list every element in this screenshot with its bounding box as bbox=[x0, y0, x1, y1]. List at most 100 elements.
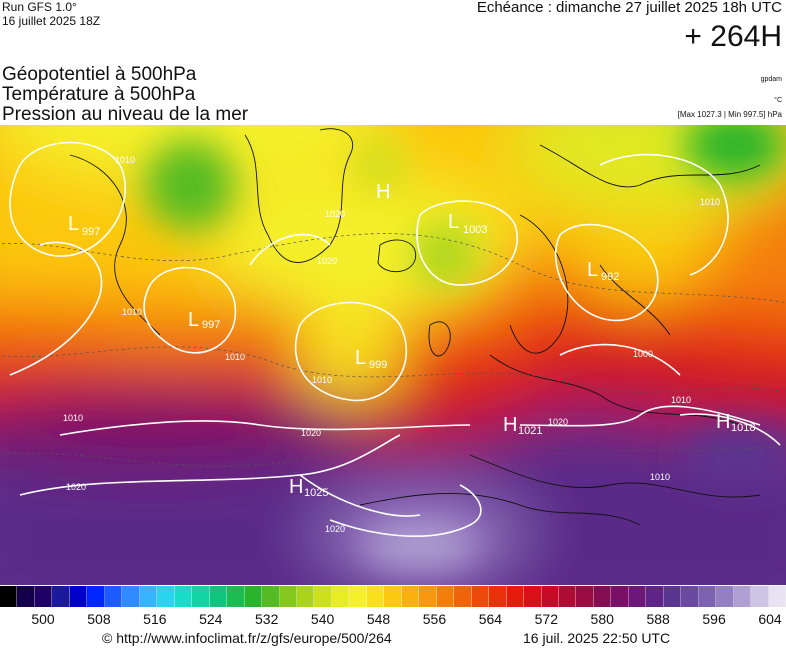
color-swatch bbox=[401, 586, 420, 607]
isobar-label: 1020 bbox=[317, 256, 337, 266]
color-swatch bbox=[698, 586, 717, 607]
color-scale-bar bbox=[0, 586, 786, 607]
pressure-center-low: L 999 bbox=[355, 347, 387, 371]
isobar-label: 1010 bbox=[671, 395, 691, 405]
param-temperature: Température à 500hPa bbox=[2, 84, 196, 105]
run-label: Run GFS 1.0° bbox=[2, 0, 77, 14]
unit-gpdam: gpdam bbox=[760, 76, 782, 83]
color-swatch bbox=[104, 586, 123, 607]
center-letter: L bbox=[355, 347, 366, 369]
isobar-label: 1020 bbox=[548, 417, 568, 427]
center-value: 997 bbox=[202, 319, 220, 331]
color-swatch bbox=[506, 586, 525, 607]
color-swatch bbox=[244, 586, 263, 607]
color-swatch bbox=[611, 586, 629, 607]
isobar-label: 1020 bbox=[325, 524, 345, 534]
center-letter: L bbox=[448, 211, 459, 233]
geopotential-field bbox=[0, 125, 786, 585]
temperature-isotherms bbox=[0, 233, 786, 467]
pressure-center-low: L 997 bbox=[68, 213, 100, 238]
isobar-label: 1010 bbox=[700, 197, 720, 207]
valid-time: Echéance : dimanche 27 juillet 2025 18h … bbox=[476, 0, 782, 16]
isobar-label: 1000 bbox=[633, 349, 653, 359]
run-date: 16 juillet 2025 18Z bbox=[2, 14, 101, 28]
color-swatch bbox=[331, 586, 350, 607]
center-letter: L bbox=[587, 259, 598, 281]
center-letter: H bbox=[376, 181, 390, 203]
generated-timestamp: 16 juil. 2025 22:50 UTC bbox=[523, 630, 671, 646]
color-swatch bbox=[174, 586, 193, 607]
color-swatch bbox=[296, 586, 315, 607]
scale-tick-label: 572 bbox=[534, 611, 558, 627]
center-value: 1018 bbox=[731, 422, 755, 434]
color-swatch bbox=[209, 586, 228, 607]
center-value: 999 bbox=[369, 359, 387, 371]
color-swatch bbox=[628, 586, 647, 607]
pressure-center-high: H 1021 bbox=[503, 414, 542, 437]
color-swatch bbox=[349, 586, 367, 607]
isobar-label: 1010 bbox=[225, 352, 245, 362]
center-letter: H bbox=[289, 476, 303, 498]
color-swatch bbox=[139, 586, 158, 607]
isobar-label: 1020 bbox=[325, 209, 345, 219]
pressure-center-low: L 992 bbox=[587, 259, 619, 283]
isobar-label: 1010 bbox=[115, 155, 135, 165]
scale-tick-label: 580 bbox=[590, 611, 614, 627]
color-swatch bbox=[262, 586, 280, 607]
unit-celsius: °C bbox=[774, 97, 782, 104]
isobar-label: 1020 bbox=[66, 482, 86, 492]
color-swatch bbox=[751, 586, 769, 607]
scale-tick-label: 532 bbox=[255, 611, 279, 627]
color-swatch bbox=[52, 586, 70, 607]
color-swatch bbox=[279, 586, 297, 607]
color-swatch bbox=[471, 586, 490, 607]
lead-time: + 264H bbox=[684, 20, 782, 53]
source-url: © http://www.infoclimat.fr/z/gfs/europe/… bbox=[102, 630, 392, 646]
isobar-label: 1010 bbox=[122, 307, 142, 317]
pressure-center-high: H bbox=[376, 181, 390, 203]
color-swatch bbox=[524, 586, 542, 607]
center-letter: L bbox=[68, 213, 79, 235]
color-swatch bbox=[541, 586, 559, 607]
weather-map: 1010 1010 1020 1020 1010 1020 1000 1010 … bbox=[0, 125, 786, 585]
color-swatch bbox=[366, 586, 385, 607]
scale-tick-label: 524 bbox=[199, 611, 223, 627]
color-swatch bbox=[716, 586, 734, 607]
scale-tick-label: 564 bbox=[478, 611, 503, 627]
center-value: 1003 bbox=[463, 224, 487, 236]
color-swatch bbox=[436, 586, 455, 607]
pressure-center-high: H 1025 bbox=[289, 476, 328, 499]
isobar-label-group: 1010 1010 1020 1020 1010 1020 1000 1010 … bbox=[63, 155, 720, 534]
color-swatch bbox=[69, 586, 88, 607]
color-swatch bbox=[34, 586, 53, 607]
pressure-center-low: L 997 bbox=[188, 309, 220, 331]
color-swatch bbox=[157, 586, 175, 607]
scale-tick-label: 596 bbox=[702, 611, 726, 627]
scale-tick-label: 516 bbox=[143, 611, 167, 627]
color-swatch bbox=[489, 586, 507, 607]
color-swatch bbox=[733, 586, 752, 607]
color-swatch bbox=[593, 586, 612, 607]
scale-tick-label: 508 bbox=[87, 611, 111, 627]
color-swatch bbox=[0, 586, 18, 607]
color-swatch bbox=[681, 586, 699, 607]
scale-tick-label: 588 bbox=[646, 611, 670, 627]
center-letter: H bbox=[503, 414, 517, 436]
center-value: 1025 bbox=[304, 487, 328, 499]
pressure-center-group: L 997 H L 1003 L 997 L 992 L 999 H 1021 H 1018 … bbox=[68, 181, 755, 499]
center-value: 997 bbox=[82, 226, 100, 238]
isobars bbox=[9, 141, 781, 537]
color-swatch bbox=[454, 586, 472, 607]
color-swatch bbox=[559, 586, 577, 607]
scale-tick-label: 604 bbox=[758, 611, 782, 627]
color-swatch bbox=[384, 586, 402, 607]
param-mslp: Pression au niveau de la mer bbox=[2, 104, 249, 125]
color-swatch bbox=[419, 586, 437, 607]
color-swatch bbox=[768, 586, 786, 607]
isobar-label: 1010 bbox=[63, 413, 83, 423]
center-value: 992 bbox=[601, 271, 619, 283]
isobar-label: 1020 bbox=[301, 428, 321, 438]
center-letter: H bbox=[716, 411, 730, 433]
pressure-center-low: L 1003 bbox=[448, 211, 487, 236]
